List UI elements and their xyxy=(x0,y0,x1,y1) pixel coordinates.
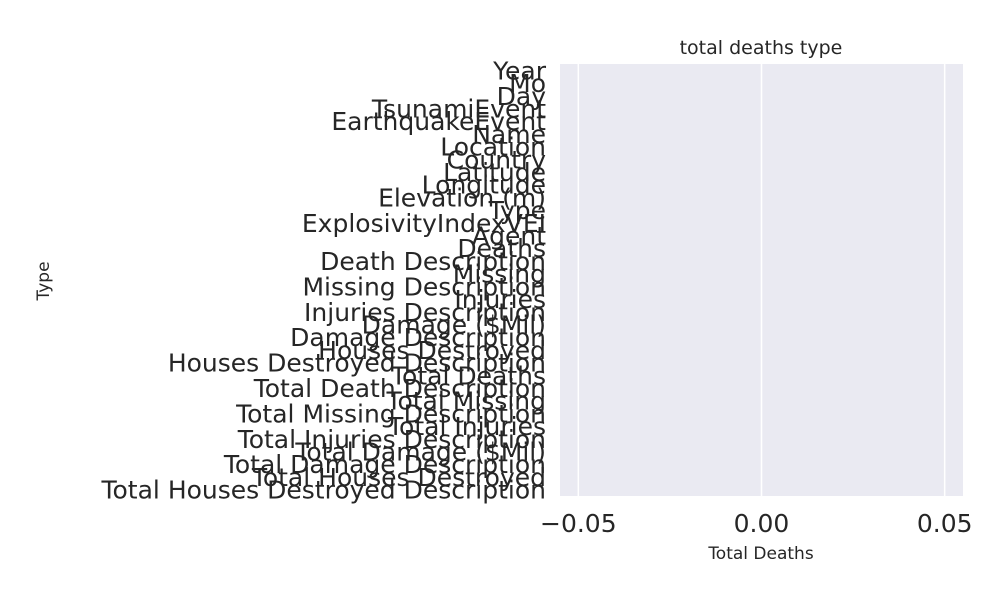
y-tick-label: Longitude xyxy=(422,171,546,200)
x-axis-title: Total Deaths xyxy=(707,544,814,564)
y-tick-label: Deaths xyxy=(457,234,546,263)
y-tick-label: Location xyxy=(440,133,546,162)
y-tick-label: Missing xyxy=(453,260,546,289)
y-tick-label: Injuries xyxy=(454,285,546,314)
y-tick-label: Day xyxy=(497,82,547,111)
y-tick-label: Missing Description xyxy=(302,272,546,301)
chart-title: total deaths type xyxy=(680,37,843,59)
y-tick-label: Total Damage Description xyxy=(223,450,546,479)
y-tick-label: Death Description xyxy=(320,247,546,276)
y-tick-label: Country xyxy=(447,145,547,174)
y-tick-label: Damage ($Mil) xyxy=(362,310,546,339)
y-tick-label: Total Damage ($Mil) xyxy=(294,438,546,467)
x-tick-labels: −0.05 0.00 0.05 xyxy=(540,509,973,538)
y-tick-label: Houses Destroyed xyxy=(318,336,546,365)
y-tick-label: Total Houses Destroyed Description xyxy=(100,476,546,505)
y-tick-label: Elevation (m) xyxy=(378,183,546,212)
x-tick-label: 0.00 xyxy=(734,509,790,538)
y-tick-label: Mo xyxy=(509,69,546,98)
y-tick-label: TsunamiEvent xyxy=(371,94,546,123)
y-tick-label: Damage Description xyxy=(290,323,546,352)
x-tick-label: −0.05 xyxy=(540,509,617,538)
y-tick-label: Injuries Description xyxy=(304,298,546,327)
y-tick-label: Latitude xyxy=(443,158,546,187)
y-tick-label: Total Missing xyxy=(385,387,546,416)
y-tick-label: Name xyxy=(472,120,546,149)
y-tick-label: Total Missing Description xyxy=(235,399,546,428)
y-tick-label: Total Death Description xyxy=(253,374,546,403)
y-tick-label: Total Injuries Description xyxy=(237,425,546,454)
y-tick-label: EarthquakeEvent xyxy=(331,107,546,136)
y-tick-label: Houses Destroyed Description xyxy=(168,349,546,378)
y-axis-title: Type xyxy=(34,261,54,301)
x-tick-label: 0.05 xyxy=(917,509,973,538)
y-tick-label: ExplosivityIndexVEI xyxy=(302,209,546,238)
y-tick-label: Total Deaths xyxy=(390,361,546,390)
y-tick-label: Total Injuries xyxy=(387,412,546,441)
y-tick-label: Agent xyxy=(472,222,546,251)
y-tick-labels: YearMoDayTsunamiEventEarthquakeEventName… xyxy=(100,56,546,504)
y-tick-label: Total Houses Destroyed xyxy=(251,463,546,492)
y-tick-label: Year xyxy=(492,56,547,85)
y-tick-label: Type xyxy=(488,196,546,225)
grid-lines xyxy=(577,64,946,496)
